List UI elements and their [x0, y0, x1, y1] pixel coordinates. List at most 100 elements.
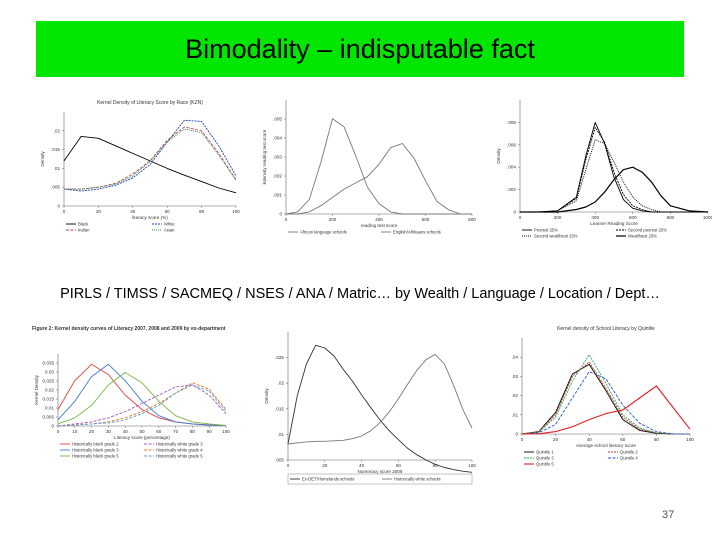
chart5-legend-entry: Quintile 1	[536, 450, 554, 455]
chart0-legend-entry: Indian	[78, 228, 90, 233]
chart5-x-tick-label: 40	[587, 437, 593, 442]
chart1-ylabel: kdensity reading test score	[262, 129, 267, 184]
chart2-y-tick-label: .004	[507, 165, 516, 170]
chart0-legend-entry: Black	[78, 222, 89, 227]
chart3-x-tick-label: 100	[222, 429, 230, 434]
chart1-x-tick-label: 600	[422, 217, 430, 222]
chart5-x-tick-label: 20	[553, 437, 559, 442]
chart5-y-tick-label: .01	[512, 412, 519, 417]
chart-race-kzn: Kernel Density of Literacy Score by Race…	[30, 94, 252, 250]
chart1-legend-entry: African language schools	[300, 230, 347, 235]
chart1-legend-entry: English/Afrikaans schools	[393, 230, 441, 235]
chart5-x-tick-label: 100	[686, 437, 694, 442]
chart0-y-tick-label: .01	[54, 166, 61, 171]
chart3-xlabel: Literacy score (percentage)	[114, 435, 170, 440]
chart4-y-tick-label: .01	[278, 432, 285, 437]
slide-title: Bimodality – indisputable fact	[185, 33, 535, 64]
chart5-series-quintile-4	[521, 371, 690, 435]
chart2-xlabel: Learner Reading Score	[590, 221, 638, 226]
chart0-series-indian	[64, 126, 237, 190]
chart1-y-tick-label: .001	[273, 193, 282, 198]
chart3-y-tick-label: 0.015	[43, 397, 55, 402]
chart-wealth-quartile: 0 200 400 600 800 1000 0 .002 .004 .006 .008 Learne…	[490, 94, 712, 250]
chart2-ylabel: Density	[496, 148, 501, 164]
chart3-legend-entry: Historically black grade 5	[72, 454, 119, 459]
chart-quintile: Kernel density of School Literacy by Qui…	[504, 326, 700, 482]
chart0-y-tick-label: .02	[54, 128, 61, 133]
chart2-x-tick-label: 0	[519, 215, 522, 220]
chart3-x-tick-label: 20	[89, 429, 95, 434]
chart3-series-historically-black-grade-3	[57, 363, 227, 427]
chart2-legend-entry: Second wealthiest 25%	[534, 234, 578, 239]
chart3-series-historically-black-grade-5	[57, 372, 227, 426]
chart0-x-tick-label: 40	[130, 209, 136, 214]
chart0-xlabel: literacy score (%)	[132, 215, 168, 220]
chart-ex-department: Figure 2: Kernel density curves of Liter…	[30, 322, 230, 486]
chart0-y-tick-label: .005	[51, 185, 60, 190]
chart0-x-tick-label: 80	[199, 209, 205, 214]
chart3-legend-entry: Historically black grade 3	[72, 448, 119, 453]
chart3-x-tick-label: 90	[207, 429, 213, 434]
page-number: 37	[662, 509, 675, 521]
chart3-x-tick-label: 30	[106, 429, 112, 434]
chart3-y-tick-label: 0.025	[43, 379, 55, 384]
chart5-series-quintile-2	[521, 361, 690, 435]
chart3-y-tick-label: 0.02	[45, 388, 54, 393]
chart5-series-quintile-3	[521, 354, 690, 435]
chart3-y-tick-label: 0	[51, 424, 54, 429]
chart3-ylabel: Kernel Density	[34, 374, 39, 405]
chart5-legend-entry: Quintile 3	[536, 456, 554, 461]
chart-numeracy-2008: 0 20 40 60 80 100 .005 .01 .015 .02 .025 Numeracy s…	[260, 326, 478, 488]
chart5-legend-entry: Quintile 4	[620, 456, 638, 461]
chart5-x-tick-label: 0	[521, 437, 524, 442]
chart4-y-tick-label: .02	[278, 381, 285, 386]
chart4-legend-entry: Historically white schools	[394, 477, 441, 482]
chart2-x-tick-label: 200	[554, 215, 562, 220]
chart3-series-historically-black-grade-2	[57, 363, 227, 427]
chart2-series-wealthiest-25	[520, 166, 709, 213]
chart-language-schools: 0 200 400 600 800 0 .001 .002 .003 .004 .005 readin…	[260, 94, 478, 250]
chart2-x-tick-label: 1000	[703, 215, 712, 220]
chart4-series-ex-det-homelands-schools	[287, 344, 473, 473]
chart0-legend-entry: Asian	[164, 228, 175, 233]
chart2-legend-entry: Poorest 25%	[534, 228, 558, 233]
chart2-series-second-wealthiest-25	[520, 139, 708, 213]
chart5-legend-entry: Quintile 2	[620, 450, 638, 455]
chart5-y-tick-label: .02	[512, 393, 519, 398]
chart1-x-tick-label: 400	[375, 217, 383, 222]
chart3-legend-entry: Historically white grade 5	[156, 454, 203, 459]
chart2-series-poorest-25	[520, 121, 708, 213]
chart3-x-tick-label: 80	[190, 429, 196, 434]
chart2-series-second-poorest-25	[520, 126, 708, 213]
chart1-y-tick-label: .005	[273, 117, 282, 122]
chart2-legend-entry: Wealthiest 25%	[628, 234, 657, 239]
chart3-series-historically-white-grade-5	[57, 384, 227, 427]
chart5-xlabel: Average school literacy score	[576, 443, 636, 448]
chart4-x-tick-label: 0	[287, 463, 290, 468]
chart4-series-historically-white-schools	[287, 353, 473, 445]
chart0-y-tick-label: .015	[51, 147, 60, 152]
chart0-title: Kernel Density of Literacy Score by Race…	[97, 100, 203, 106]
chart3-title: Figure 2: Kernel density curves of Liter…	[32, 326, 226, 332]
chart3-legend-entry: Historically white grade 4	[156, 448, 203, 453]
chart3-series-historically-white-grade-3	[57, 384, 227, 427]
chart0-legend-entry: White	[164, 222, 175, 227]
chart4-legend-box	[287, 473, 473, 485]
chart4-x-tick-label: 60	[396, 463, 402, 468]
chart0-series-asian	[64, 128, 237, 190]
chart5-title: Kernel density of School Literacy by Qui…	[557, 326, 655, 332]
chart1-x-tick-label: 800	[468, 217, 476, 222]
chart2-x-tick-label: 600	[629, 215, 637, 220]
chart5-series-quintile-5	[521, 385, 691, 435]
chart1-series-english-afrikaans-schools	[286, 143, 472, 215]
chart3-x-tick-label: 40	[123, 429, 129, 434]
chart2-y-tick-label: .008	[507, 120, 516, 125]
chart5-legend-entry: Quintile 5	[536, 462, 554, 467]
chart0-x-tick-label: 60	[165, 209, 171, 214]
chart3-x-tick-label: 60	[156, 429, 162, 434]
chart1-y-tick-label: .002	[273, 174, 282, 179]
chart3-x-tick-label: 50	[139, 429, 145, 434]
chart5-x-tick-label: 80	[654, 437, 660, 442]
chart1-series-african-language-schools	[285, 118, 472, 215]
chart1-y-tick-label: 0	[279, 212, 282, 217]
